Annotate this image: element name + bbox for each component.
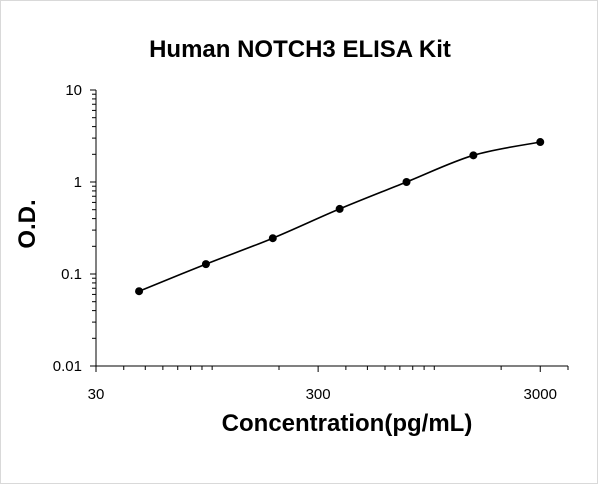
x-axis-title: Concentration(pg/mL) [221,410,473,437]
data-point [201,260,210,269]
data-point [135,287,144,296]
chart-title: Human NOTCH3 ELISA Kit [149,36,451,63]
data-point [536,138,545,147]
y-axis-title: O.D. [14,199,41,249]
data-point [335,204,344,213]
x-tick-label: 3000 [524,386,557,403]
data-point [469,151,478,160]
x-tick-label: 30 [88,386,105,403]
x-tick-label: 300 [306,386,331,403]
y-tick-label: 0.1 [61,266,82,283]
data-point [268,234,277,243]
y-tick-label: 0.01 [53,358,82,375]
fit-curve [138,141,541,292]
y-tick-label: 1 [74,174,82,191]
y-tick-label: 10 [65,82,82,99]
data-point [402,178,411,186]
